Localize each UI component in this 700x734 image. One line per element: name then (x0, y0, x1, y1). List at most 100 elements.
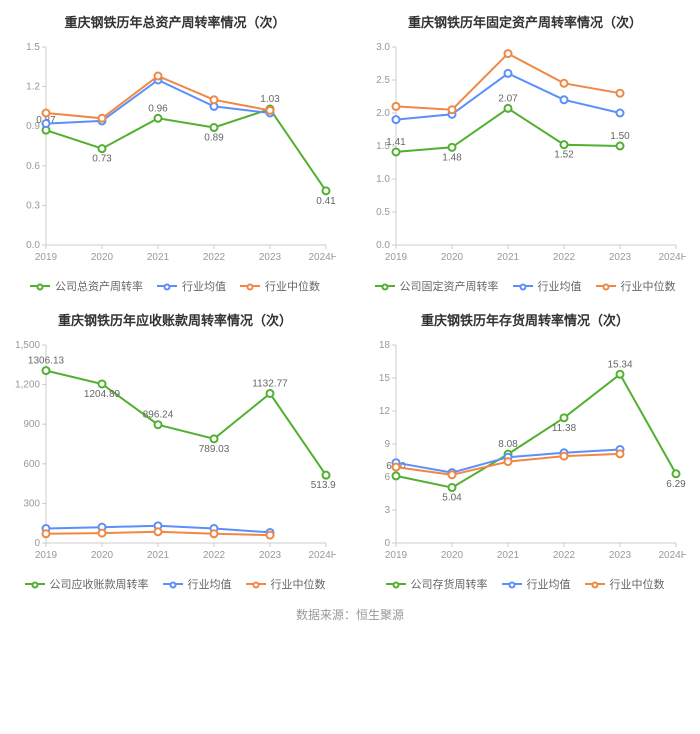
chart-title: 重庆钢铁历年总资产周转率情况（次） (6, 12, 344, 31)
x-tick-label: 2020 (91, 550, 114, 561)
data-label: 0.41 (316, 196, 336, 207)
legend-item-median[interactable]: 行业中位数 (596, 278, 676, 294)
legend-item-median[interactable]: 行业中位数 (246, 576, 326, 592)
panel-fixed-asset: 重庆钢铁历年固定资产周转率情况（次）0.00.51.01.52.02.53.02… (350, 0, 700, 298)
legend-label: 行业中位数 (265, 278, 320, 294)
x-tick-label: 2020 (441, 550, 464, 561)
x-tick-label: 2023 (259, 252, 282, 263)
data-label: 2.07 (498, 93, 518, 104)
series-marker-median (449, 106, 456, 113)
series-marker-company (673, 470, 680, 477)
legend-swatch-icon (386, 583, 406, 585)
chart-area: 0369121518201920202021202220232024H16.10… (356, 335, 694, 570)
x-tick-label: 2024H1 (308, 550, 336, 561)
series-marker-company (617, 143, 624, 150)
x-tick-label: 2020 (441, 252, 464, 263)
data-label: 1.48 (442, 152, 462, 163)
data-label: 11.38 (552, 423, 577, 434)
series-marker-median (393, 103, 400, 110)
x-tick-label: 2024H1 (308, 252, 336, 263)
series-marker-median (267, 532, 274, 539)
series-marker-company (211, 124, 218, 131)
y-tick-label: 1.5 (26, 42, 40, 53)
x-tick-label: 2023 (259, 550, 282, 561)
legend-item-avg[interactable]: 行业均值 (163, 576, 232, 592)
series-marker-median (155, 528, 162, 535)
y-tick-label: 2.0 (376, 108, 390, 119)
data-label: 0.89 (204, 133, 224, 144)
legend-swatch-icon (375, 285, 395, 287)
legend-item-company[interactable]: 公司应收账款周转率 (25, 576, 149, 592)
series-marker-avg (393, 116, 400, 123)
x-tick-label: 2019 (35, 252, 58, 263)
x-tick-label: 2023 (609, 252, 632, 263)
legend: 公司应收账款周转率行业均值 行业中位数 (6, 576, 344, 592)
y-tick-label: 0.3 (26, 200, 40, 211)
chart-title: 重庆钢铁历年应收账款周转率情况（次） (6, 310, 344, 329)
legend-label: 行业均值 (527, 576, 571, 592)
x-tick-label: 2022 (553, 550, 576, 561)
y-tick-label: 0.6 (26, 161, 40, 172)
chart-area: 03006009001,2001,50020192020202120222023… (6, 335, 344, 570)
series-marker-median (43, 530, 50, 537)
legend-item-median[interactable]: 行业中位数 (240, 278, 320, 294)
y-tick-label: 12 (379, 406, 391, 417)
data-label: 896.24 (143, 410, 174, 421)
x-tick-label: 2022 (203, 550, 226, 561)
chart-title: 重庆钢铁历年存货周转率情况（次） (356, 310, 694, 329)
series-marker-median (561, 80, 568, 87)
legend: 公司总资产周转率行业均值 行业中位数 (6, 278, 344, 294)
data-label: 5.04 (442, 493, 462, 504)
x-tick-label: 2024H1 (658, 252, 686, 263)
series-marker-avg (561, 96, 568, 103)
series-marker-company (267, 390, 274, 397)
y-tick-label: 3 (384, 505, 390, 516)
x-tick-label: 2024H1 (658, 550, 686, 561)
series-marker-median (99, 530, 106, 537)
legend-item-avg[interactable]: 行业均值 (513, 278, 582, 294)
legend-label: 公司固定资产周转率 (400, 278, 499, 294)
legend: 公司固定资产周转率行业均值行业中位数 (356, 278, 694, 294)
legend-swatch-icon (240, 285, 260, 287)
y-tick-label: 0.0 (376, 240, 390, 251)
data-label: 0.73 (92, 154, 112, 165)
data-label: 1.41 (386, 137, 406, 148)
y-tick-label: 0 (384, 538, 390, 549)
legend-label: 行业中位数 (271, 576, 326, 592)
series-marker-company (43, 367, 50, 374)
chart-area: 0.00.51.01.52.02.53.02019202020212022202… (356, 37, 694, 272)
data-label: 1132.77 (252, 378, 288, 389)
series-marker-company (393, 472, 400, 479)
legend-label: 公司存货周转率 (411, 576, 488, 592)
legend-item-company[interactable]: 公司固定资产周转率 (375, 278, 499, 294)
series-marker-median (267, 107, 274, 114)
panel-inventory: 重庆钢铁历年存货周转率情况（次）036912151820192020202120… (350, 298, 700, 596)
legend-item-median[interactable]: 行业中位数 (585, 576, 665, 592)
legend-label: 行业中位数 (610, 576, 665, 592)
series-marker-median (561, 453, 568, 460)
data-label: 513.90 (311, 480, 336, 491)
data-label: 6.29 (666, 479, 686, 490)
y-tick-label: 600 (23, 459, 40, 470)
x-tick-label: 2022 (203, 252, 226, 263)
data-label: 1204.89 (84, 389, 121, 400)
series-marker-company (99, 380, 106, 387)
data-label: 1306.13 (28, 356, 65, 367)
x-tick-label: 2021 (497, 550, 520, 561)
series-marker-median (617, 450, 624, 457)
chart-title: 重庆钢铁历年固定资产周转率情况（次） (356, 12, 694, 31)
y-tick-label: 1.0 (376, 174, 390, 185)
legend-item-company[interactable]: 公司总资产周转率 (30, 278, 143, 294)
legend-item-company[interactable]: 公司存货周转率 (386, 576, 488, 592)
series-marker-company (99, 145, 106, 152)
series-marker-median (617, 90, 624, 97)
line-chart: 0.00.51.01.52.02.53.02019202020212022202… (356, 37, 686, 267)
y-tick-label: 3.0 (376, 42, 390, 53)
legend-item-avg[interactable]: 行业均值 (502, 576, 571, 592)
x-tick-label: 2021 (147, 252, 170, 263)
legend-item-avg[interactable]: 行业均值 (157, 278, 226, 294)
legend-swatch-icon (157, 285, 177, 287)
series-marker-company (155, 115, 162, 122)
series-marker-median (155, 73, 162, 80)
y-tick-label: 0.5 (376, 207, 390, 218)
